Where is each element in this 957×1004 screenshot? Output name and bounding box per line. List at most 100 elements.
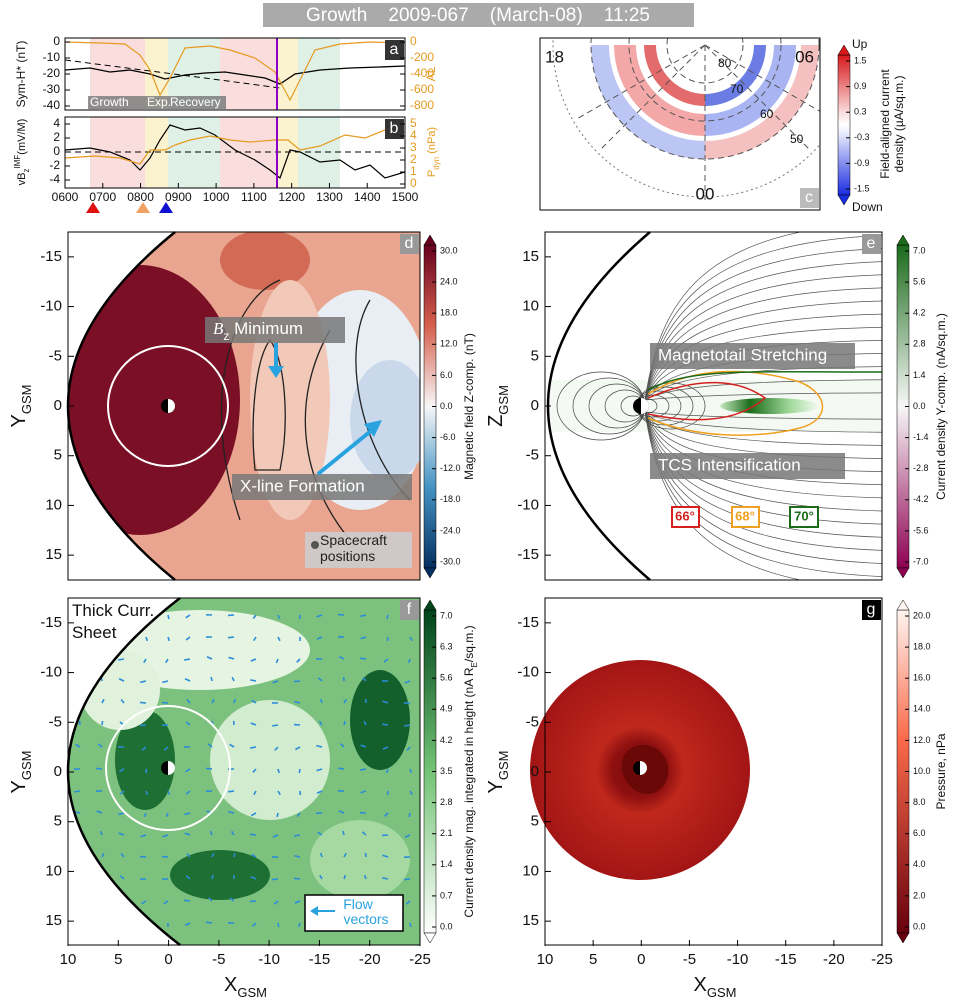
y-axis-label-main: Y (8, 780, 30, 793)
tick-label: 14.0 (913, 704, 931, 714)
x-tick-label: -5 (212, 951, 225, 968)
flow-vector (228, 656, 235, 660)
y-axis-label-sub: GSM (496, 385, 511, 415)
flow-vector (360, 614, 367, 618)
flow-vector (209, 830, 213, 836)
y-axis-label-sub: GSM (19, 385, 34, 415)
colorbar-label-sub: E (470, 662, 479, 667)
flow-vector (185, 790, 191, 795)
tick-label: 0 (410, 176, 417, 190)
flow-vector (343, 852, 347, 858)
tick-label: -40 (43, 98, 61, 112)
title-bg (263, 3, 694, 27)
flow-vector (362, 677, 367, 682)
y-tick-label: -5 (526, 447, 539, 464)
y-tick-label: 5 (54, 813, 62, 830)
flow-vector (185, 721, 191, 726)
flow-vector (140, 834, 147, 838)
x-tick-label: 1100 (241, 190, 267, 204)
y-axis-label-sup: IMF (13, 155, 22, 169)
flow-vector (250, 722, 257, 726)
flow-vector (250, 812, 257, 817)
flow-vector (249, 900, 257, 903)
field-line (644, 313, 882, 401)
tick-label: -400 (410, 66, 434, 80)
y-axis-label-part: (mV/M) (16, 119, 28, 155)
flow-vector (363, 874, 367, 880)
flow-vector (251, 699, 257, 704)
tick-label: 0 (410, 34, 417, 48)
arrow (316, 428, 374, 476)
colorbar-arrow (896, 234, 910, 246)
y-tick-label: -15 (517, 546, 539, 563)
tick-label: -800 (410, 98, 434, 112)
flow-vector (145, 636, 149, 642)
tick-label: 3.5 (440, 766, 453, 776)
polar-plot (552, 38, 820, 200)
tick-label: -10 (43, 50, 61, 64)
flow-vector (145, 790, 149, 796)
flow-vector (293, 877, 301, 880)
flow-vector (206, 921, 213, 924)
flow-vector (162, 834, 169, 838)
flow-vector (274, 746, 279, 751)
field-line (644, 411, 882, 446)
tick-label: 4.2 (913, 308, 926, 318)
flow-vector (407, 658, 411, 664)
colorbar-label: Field-aligned currentdensity (µA/sq.m.) (878, 69, 906, 179)
y-tick-label: -5 (49, 347, 62, 364)
flow-vector (403, 878, 411, 881)
flow-vector (253, 790, 257, 796)
marker (136, 202, 150, 213)
flow-vector (409, 922, 412, 928)
flow-vector (406, 746, 411, 751)
colorbar-arrow (896, 932, 910, 944)
y-axis-label: YGSM (8, 385, 34, 428)
flow-vector (229, 743, 235, 748)
colorbar-label-part: Current density Y-comp. (nA/sq.m.) (934, 313, 948, 500)
flow-vector (360, 744, 367, 748)
tick-label: 4 (410, 128, 417, 142)
lat-label: 80 (718, 56, 732, 70)
flow-vector (143, 658, 147, 664)
flow-vector (141, 746, 147, 751)
flow-vector (316, 790, 323, 794)
flow-vector (252, 768, 257, 773)
flow-vector (382, 877, 389, 880)
flow-vector (230, 830, 235, 836)
flow-vector (184, 678, 191, 682)
panel-f-map (68, 598, 420, 945)
flow-vector (382, 723, 389, 726)
field-line (644, 411, 882, 538)
colorbar-label-part: /sq.m.) (462, 625, 476, 662)
flow-vector (272, 680, 279, 684)
flow-vector (229, 897, 235, 902)
flow-vector (360, 768, 367, 771)
legend-line: positions (320, 548, 375, 564)
flow-vector (163, 746, 169, 751)
y-tick-label: 10 (522, 298, 539, 315)
flow-vector (185, 636, 191, 641)
x-tick-label: 5 (589, 951, 597, 968)
flow-vector (317, 677, 323, 682)
colorbar-label: Pressure, nPa (934, 733, 948, 809)
flow-vector (251, 922, 257, 927)
annotation-part: B (213, 319, 224, 338)
x-tick-label: 0900 (165, 190, 192, 204)
tick-label: 1.5 (854, 55, 867, 65)
flow-vector (185, 875, 191, 880)
flow-vector (250, 746, 257, 749)
y-axis-label: YGSM (8, 751, 34, 794)
flow-vector (384, 812, 389, 817)
flow-vector (252, 636, 257, 642)
flow-vector (316, 768, 323, 772)
flow-vector (186, 853, 191, 858)
tick-label: -30.0 (440, 556, 461, 566)
marker (86, 202, 100, 213)
colorbar-label-part: Pressure, nPa (934, 733, 948, 809)
tick-label: 4 (53, 116, 60, 130)
colorbar-end-label: Down (852, 200, 883, 214)
flow-vector (211, 698, 215, 704)
field-line (644, 411, 882, 564)
